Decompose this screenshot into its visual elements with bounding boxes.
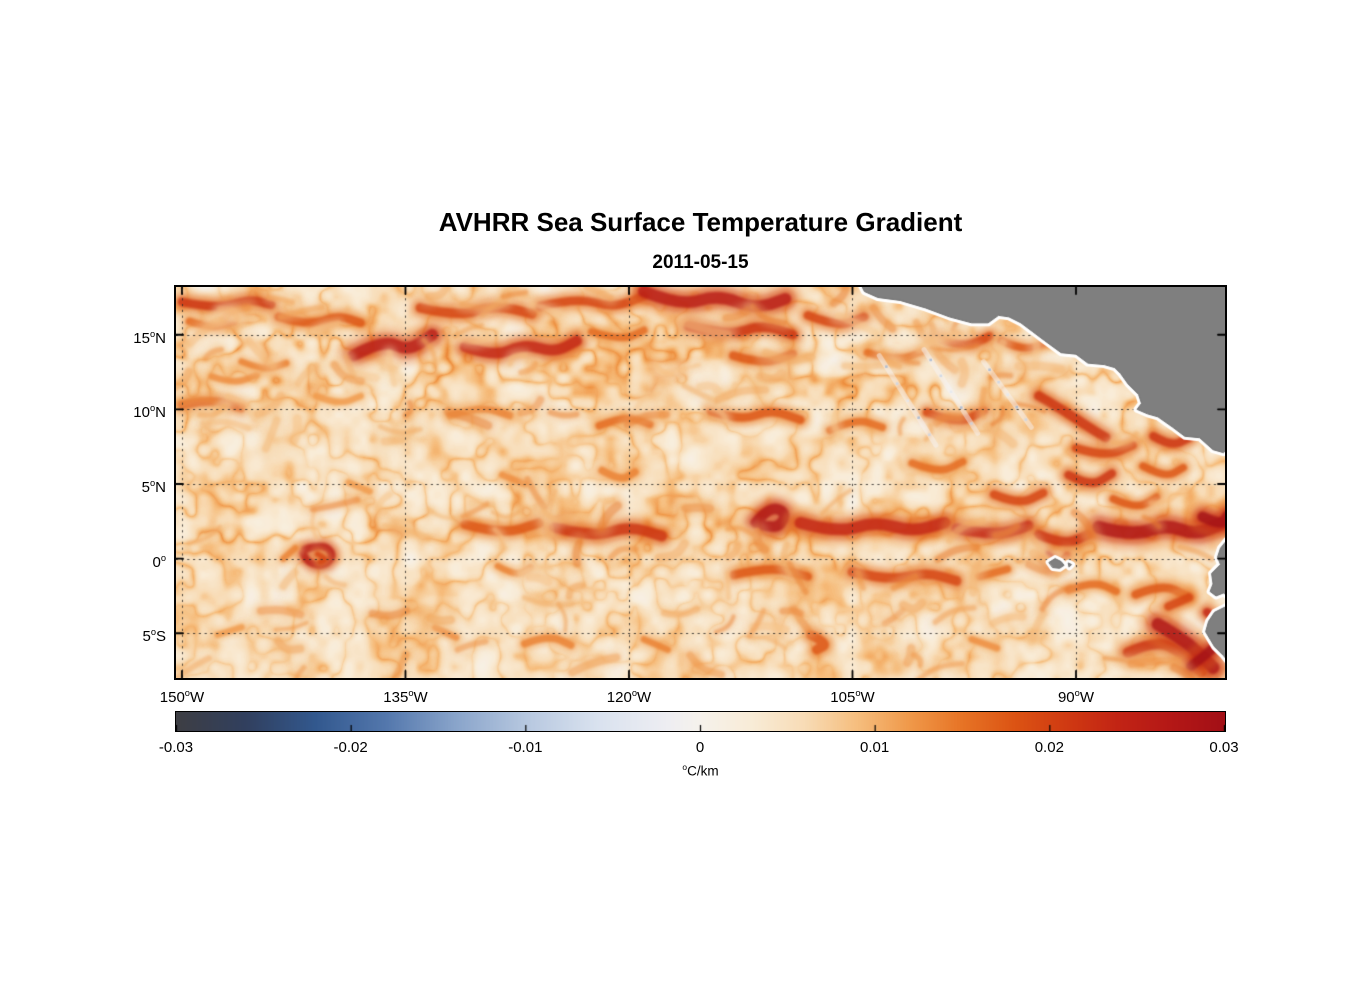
colorbar-frame [175, 711, 1226, 732]
y-tick-label: 10oN [133, 403, 166, 422]
plot-frame [174, 285, 1227, 680]
x-tick-label: 135oW [383, 688, 428, 706]
colorbar-tick-label: 0 [695, 739, 705, 756]
colorbar-unit-label: oC/km [682, 762, 719, 779]
heatmap-canvas [176, 287, 1225, 678]
colorbar-tick-label: 0.03 [1209, 739, 1239, 756]
y-tick-label: 0o [152, 552, 166, 571]
colorbar-tick-label: -0.03 [158, 739, 194, 756]
colorbar-gradient [176, 712, 1225, 731]
x-tick-label: 105oW [830, 688, 875, 706]
x-tick-label: 90oW [1057, 688, 1094, 706]
y-tick-label: 5oS [142, 627, 166, 646]
x-tick-label: 120oW [606, 688, 652, 706]
x-tick-label: 150oW [159, 688, 205, 706]
y-tick-label: 5oN [141, 477, 166, 496]
colorbar-tick-label: 0.02 [1034, 739, 1064, 756]
chart-subtitle: 2011-05-15 [652, 252, 749, 273]
colorbar-tick-label: -0.02 [333, 739, 368, 756]
chart-title: AVHRR Sea Surface Temperature Gradient [438, 207, 963, 237]
y-tick-label: 15oN [133, 328, 166, 347]
colorbar-tick-label: -0.01 [508, 739, 543, 756]
colorbar-tick-label: 0.01 [860, 739, 890, 756]
